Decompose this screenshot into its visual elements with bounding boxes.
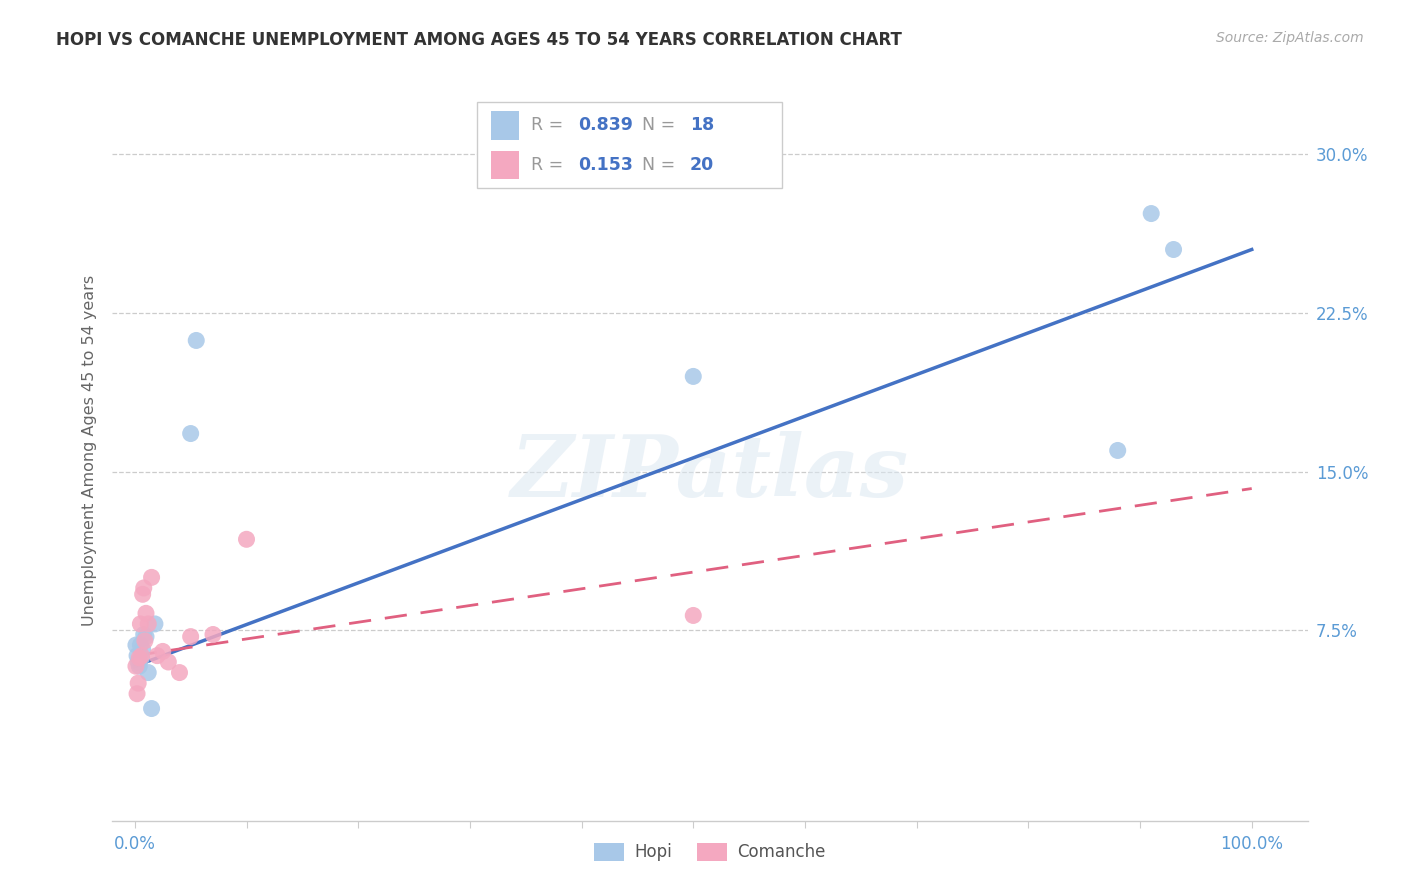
- Text: 18: 18: [690, 117, 714, 135]
- Legend: Hopi, Comanche: Hopi, Comanche: [588, 836, 832, 868]
- Point: [128, 650, 150, 665]
- Text: HOPI VS COMANCHE UNEMPLOYMENT AMONG AGES 45 TO 54 YEARS CORRELATION CHART: HOPI VS COMANCHE UNEMPLOYMENT AMONG AGES…: [56, 31, 903, 49]
- Text: 20: 20: [690, 155, 714, 174]
- Point: [127, 655, 149, 669]
- Point: [169, 665, 191, 680]
- Point: [125, 638, 148, 652]
- Point: [180, 426, 202, 441]
- Point: [129, 638, 152, 652]
- Text: R =: R =: [531, 117, 568, 135]
- Point: [135, 630, 157, 644]
- Point: [136, 616, 159, 631]
- FancyBboxPatch shape: [477, 103, 782, 187]
- Point: [152, 644, 174, 658]
- Point: [125, 687, 148, 701]
- Point: [125, 648, 148, 663]
- Text: N =: N =: [643, 117, 681, 135]
- Point: [1163, 243, 1185, 257]
- Point: [143, 616, 166, 631]
- Point: [128, 659, 150, 673]
- Point: [131, 642, 153, 657]
- Point: [136, 665, 159, 680]
- Text: N =: N =: [643, 155, 681, 174]
- Text: Source: ZipAtlas.com: Source: ZipAtlas.com: [1216, 31, 1364, 45]
- Y-axis label: Unemployment Among Ages 45 to 54 years: Unemployment Among Ages 45 to 54 years: [82, 275, 97, 626]
- Text: 0.153: 0.153: [579, 155, 634, 174]
- Point: [180, 630, 202, 644]
- Point: [131, 648, 153, 663]
- Text: 0.839: 0.839: [579, 117, 634, 135]
- Point: [201, 627, 224, 641]
- Point: [127, 676, 149, 690]
- Point: [235, 533, 257, 547]
- Point: [682, 608, 704, 623]
- Point: [125, 659, 148, 673]
- Point: [129, 616, 152, 631]
- Point: [186, 334, 208, 348]
- Point: [146, 648, 169, 663]
- Text: R =: R =: [531, 155, 568, 174]
- Point: [134, 633, 156, 648]
- FancyBboxPatch shape: [491, 151, 519, 178]
- Point: [132, 627, 155, 641]
- Point: [1140, 206, 1163, 220]
- Text: ZIPatlas: ZIPatlas: [510, 431, 910, 515]
- Point: [157, 655, 180, 669]
- Point: [132, 581, 155, 595]
- Point: [131, 587, 153, 601]
- Point: [1107, 443, 1129, 458]
- Point: [131, 650, 153, 665]
- Point: [135, 607, 157, 621]
- Point: [141, 570, 163, 584]
- Point: [682, 369, 704, 384]
- Point: [141, 701, 163, 715]
- FancyBboxPatch shape: [491, 112, 519, 139]
